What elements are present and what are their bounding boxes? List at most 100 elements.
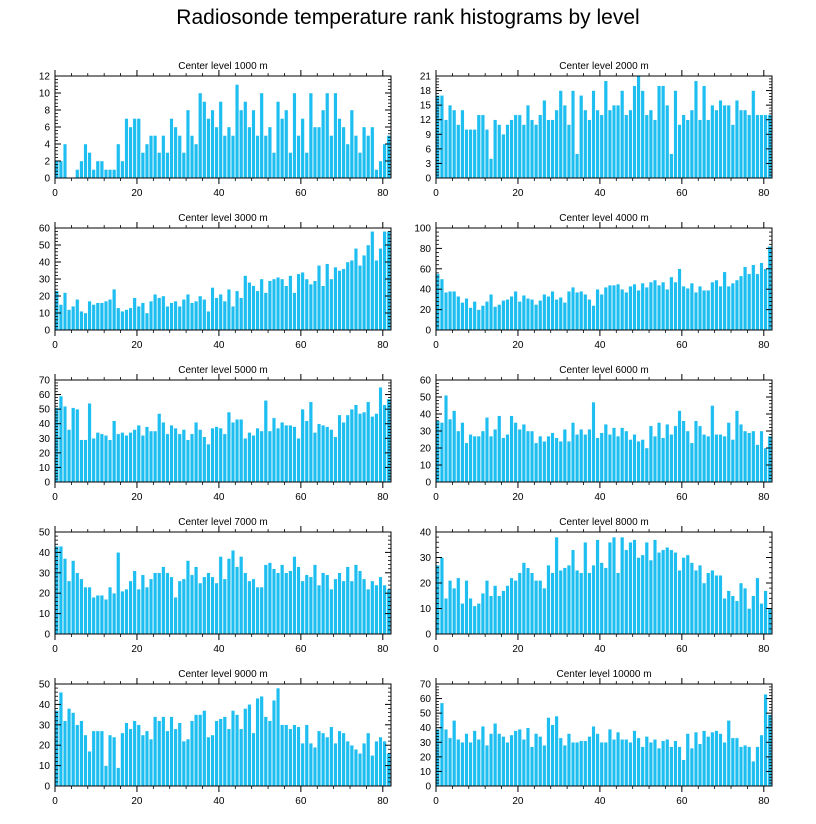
histogram-bar [337, 730, 342, 787]
histogram-bar [726, 285, 731, 331]
histogram-bar [230, 306, 235, 331]
y-tick-label: 20 [39, 292, 51, 303]
histogram-bar [288, 570, 293, 635]
histogram-bar [632, 539, 637, 635]
histogram-bar [362, 411, 367, 483]
histogram-bar [157, 297, 162, 331]
histogram-bar [341, 580, 346, 635]
histogram-bar [333, 578, 338, 635]
panel-title: Center level 9000 m [178, 669, 268, 680]
histogram-bar [538, 435, 543, 483]
histogram-bar [136, 424, 141, 483]
histogram-bar [505, 299, 510, 331]
histogram-bar [546, 564, 551, 635]
histogram-bar [550, 291, 555, 331]
histogram-bar [558, 297, 563, 331]
histogram-bar [222, 716, 227, 787]
x-tick-label: 20 [131, 188, 143, 199]
histogram-bar [136, 118, 141, 179]
x-tick-label: 80 [758, 188, 770, 199]
histogram-bar [341, 268, 346, 331]
histogram-bar [513, 730, 518, 787]
histogram-bar [378, 248, 383, 331]
histogram-bar [165, 306, 170, 331]
histogram-bar [185, 294, 190, 331]
histogram-bar [132, 720, 137, 787]
histogram-bar [648, 559, 653, 635]
histogram-bar [739, 424, 744, 483]
histogram-bar [210, 109, 215, 179]
histogram-bar [509, 734, 514, 787]
histogram-bar [54, 407, 59, 483]
histogram-bar [259, 92, 264, 179]
histogram-bar [616, 572, 621, 635]
y-tick-label: 30 [39, 275, 51, 286]
y-tick-label: 9 [425, 130, 431, 141]
histogram-bar [583, 434, 588, 483]
histogram-bar [579, 95, 584, 179]
y-tick-label: 10 [420, 461, 432, 472]
histogram-bar [103, 435, 108, 483]
y-tick-label: 20 [39, 741, 51, 752]
y-tick-label: 20 [420, 444, 432, 455]
histogram-bar [128, 728, 133, 787]
histogram-bar [161, 135, 166, 179]
histogram-bar [632, 85, 637, 179]
histogram-bar [657, 284, 662, 331]
histogram-bar [235, 419, 240, 483]
histogram-bar [333, 436, 338, 483]
histogram-bar [103, 169, 108, 179]
histogram-bar [116, 767, 121, 787]
histogram-bar [181, 740, 186, 787]
histogram-bar [739, 746, 744, 787]
histogram-bar [755, 577, 760, 635]
histogram-bar [292, 92, 297, 179]
histogram-bar [325, 426, 330, 483]
histogram-bar [251, 435, 256, 483]
histogram-bar [214, 582, 219, 635]
histogram-bar [333, 266, 338, 331]
histogram-bar [628, 285, 633, 331]
y-tick-label: 8 [44, 106, 50, 117]
histogram-bar [173, 126, 178, 179]
histogram-bar [587, 119, 592, 179]
histogram-bar [124, 722, 129, 787]
histogram-bar [222, 433, 227, 483]
histogram-panel: Center level 4000 m 0 20 40 60 80 100 0 20 40 60 80 [414, 213, 773, 351]
histogram-bar [693, 570, 698, 635]
histogram-bar [566, 291, 571, 331]
histogram-bar [767, 608, 772, 635]
histogram-bar [345, 143, 350, 179]
histogram-bar [54, 160, 59, 179]
histogram-bar [739, 275, 744, 331]
x-tick-label: 20 [512, 492, 524, 503]
histogram-bar [562, 567, 567, 635]
histogram-bar [132, 570, 137, 635]
histogram-bar [550, 432, 555, 483]
histogram-bar [677, 746, 682, 787]
histogram-bar [607, 284, 612, 331]
y-tick-label: 30 [420, 553, 432, 564]
y-tick-label: 10 [39, 309, 51, 320]
histogram-bar [136, 588, 141, 635]
histogram-bar [202, 710, 207, 787]
y-tick-label: 60 [39, 390, 51, 401]
histogram-bar [698, 743, 703, 787]
x-tick-label: 60 [676, 340, 688, 351]
histogram-bar [616, 283, 621, 331]
histogram-bar [493, 306, 498, 331]
histogram-bar [337, 270, 342, 331]
histogram-bar [743, 430, 748, 483]
y-tick-label: 40 [39, 548, 51, 559]
histogram-bar [722, 104, 727, 179]
histogram-bar [505, 124, 510, 179]
histogram-bar [247, 704, 252, 787]
histogram-bar [259, 696, 264, 787]
y-tick-label: 40 [39, 258, 51, 269]
histogram-bar [689, 442, 694, 483]
y-tick-label: 30 [39, 720, 51, 731]
histogram-bar [484, 417, 489, 483]
histogram-bar [288, 728, 293, 787]
histogram-bar [112, 593, 117, 635]
histogram-bar [718, 100, 723, 179]
